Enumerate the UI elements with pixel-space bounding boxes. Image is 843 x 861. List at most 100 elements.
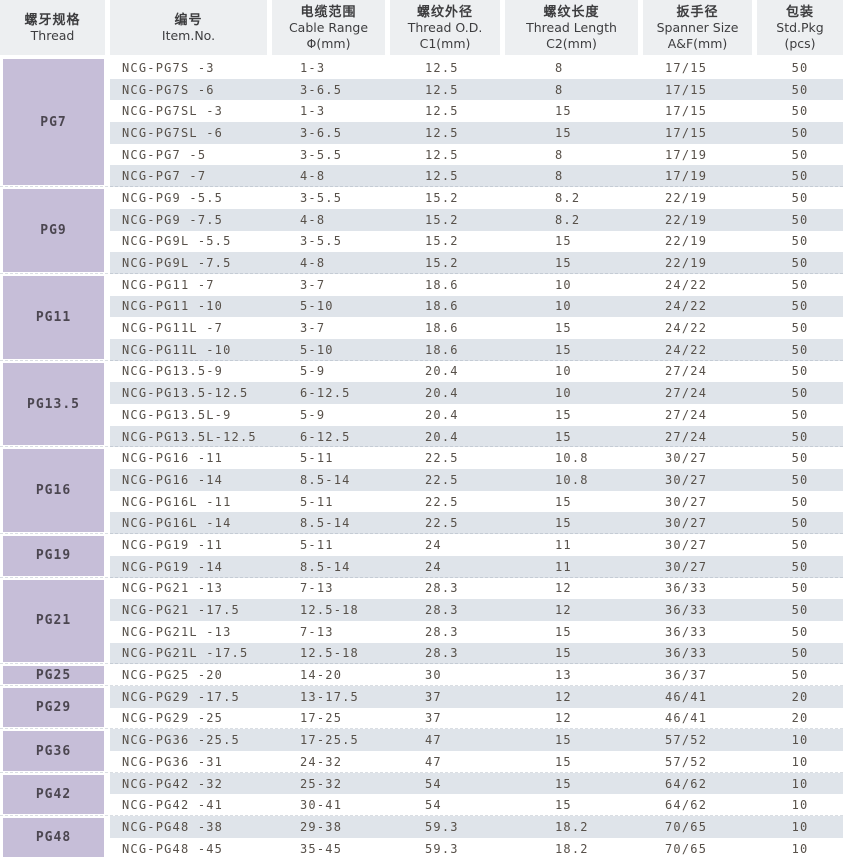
table-row: NCG-PG48 -38 29-38 59.3 18.2 70/65 10 bbox=[110, 816, 843, 838]
spanner-size-cell: 27/24 bbox=[665, 364, 708, 379]
item-no-cell: NCG-PG29 -25 bbox=[122, 711, 224, 726]
thread-column: PG36 bbox=[0, 729, 110, 772]
table-body: PG7 NCG-PG7S -3 1-3 12.5 8 17/15 50 NCG-PG7S -6… bbox=[0, 57, 843, 860]
spanner-size-cell: 17/15 bbox=[665, 104, 708, 119]
thread-od-cell: 20.4 bbox=[425, 386, 459, 401]
thread-od-cell: 18.6 bbox=[425, 277, 459, 292]
cable-range-cell: 5-10 bbox=[300, 342, 334, 357]
thread-od-cell: 24 bbox=[425, 559, 442, 574]
thread-length-cell: 12 bbox=[555, 603, 572, 618]
group-rows: NCG-PG48 -38 29-38 59.3 18.2 70/65 10 NCG-PG48… bbox=[110, 816, 843, 860]
header-thread-od-zh: 螺纹外径 bbox=[416, 4, 473, 20]
header-spanner-size: 扳手径 Spanner Size A&F(mm) bbox=[643, 0, 757, 57]
thread-od-cell: 30 bbox=[425, 668, 442, 683]
std-pkg-cell: 50 bbox=[791, 190, 809, 205]
thread-length-cell: 8 bbox=[555, 60, 564, 75]
spanner-size-cell: 70/65 bbox=[665, 841, 708, 856]
cable-range-cell: 6-12.5 bbox=[300, 429, 351, 444]
spanner-size-cell: 30/27 bbox=[665, 451, 708, 466]
header-item-no: 编号 Item.No. bbox=[110, 0, 272, 57]
header-thread-length-en: Thread Length bbox=[526, 20, 617, 36]
table-row: NCG-PG29 -25 17-25 37 12 46/41 20 bbox=[110, 707, 843, 730]
spanner-size-cell: 64/62 bbox=[665, 776, 708, 791]
std-pkg-cell: 10 bbox=[791, 733, 809, 748]
cable-range-cell: 17-25 bbox=[300, 711, 343, 726]
thread-od-cell: 22.5 bbox=[425, 494, 459, 509]
thread-column: PG25 bbox=[0, 664, 110, 686]
spanner-size-cell: 24/22 bbox=[665, 277, 708, 292]
cable-range-cell: 5-11 bbox=[300, 494, 334, 509]
thread-group: PG11 NCG-PG11 -7 3-7 18.6 10 24/22 50 NCG-PG11 … bbox=[0, 272, 843, 361]
thread-od-cell: 28.3 bbox=[425, 624, 459, 639]
table-row: NCG-PG19 -11 5-11 24 11 30/27 50 bbox=[110, 534, 843, 556]
table-row: NCG-PG21 -17.5 12.5-18 28.3 12 36/33 50 bbox=[110, 599, 843, 621]
cable-range-cell: 3-6.5 bbox=[300, 125, 343, 140]
std-pkg-cell: 50 bbox=[791, 104, 809, 119]
std-pkg-cell: 10 bbox=[791, 798, 809, 813]
item-no-cell: NCG-PG16 -14 bbox=[122, 472, 224, 487]
thread-length-cell: 10 bbox=[555, 364, 572, 379]
header-thread: 螺牙规格 Thread bbox=[0, 0, 110, 57]
header-std-pkg-en: Std.Pkg bbox=[776, 20, 824, 36]
std-pkg-cell: 10 bbox=[791, 776, 809, 791]
spanner-size-cell: 27/24 bbox=[665, 386, 708, 401]
std-pkg-cell: 20 bbox=[791, 689, 809, 704]
thread-od-cell: 12.5 bbox=[425, 147, 459, 162]
thread-od-cell: 24 bbox=[425, 537, 442, 552]
std-pkg-cell: 50 bbox=[791, 472, 809, 487]
thread-group: PG29 NCG-PG29 -17.5 13-17.5 37 12 46/41 20 NCG-… bbox=[0, 684, 843, 730]
thread-od-cell: 20.4 bbox=[425, 407, 459, 422]
thread-od-cell: 20.4 bbox=[425, 429, 459, 444]
cable-range-cell: 4-8 bbox=[300, 256, 326, 271]
thread-column: PG7 bbox=[0, 57, 110, 187]
table-row: NCG-PG11 -7 3-7 18.6 10 24/22 50 bbox=[110, 273, 843, 296]
item-no-cell: NCG-PG9L -5.5 bbox=[122, 234, 232, 249]
table-row: NCG-PG29 -17.5 13-17.5 37 12 46/41 20 bbox=[110, 685, 843, 708]
thread-column: PG21 bbox=[0, 578, 110, 665]
item-no-cell: NCG-PG13.5L-12.5 bbox=[122, 429, 257, 444]
table-row: NCG-PG13.5L-12.5 6-12.5 20.4 15 27/24 50 bbox=[110, 425, 843, 448]
std-pkg-cell: 50 bbox=[791, 212, 809, 227]
thread-group: PG7 NCG-PG7S -3 1-3 12.5 8 17/15 50 NCG-PG7S -6… bbox=[0, 57, 843, 188]
item-no-cell: NCG-PG7S -6 bbox=[122, 82, 215, 97]
cable-range-cell: 12.5-18 bbox=[300, 603, 359, 618]
thread-label: PG29 bbox=[3, 687, 104, 728]
std-pkg-cell: 50 bbox=[791, 559, 809, 574]
spanner-size-cell: 24/22 bbox=[665, 321, 708, 336]
item-no-cell: NCG-PG21L -13 bbox=[122, 624, 232, 639]
spanner-size-cell: 57/52 bbox=[665, 733, 708, 748]
table-row: NCG-PG16 -11 5-11 22.5 10.8 30/27 50 bbox=[110, 447, 843, 470]
thread-length-cell: 15 bbox=[555, 798, 572, 813]
thread-od-cell: 20.4 bbox=[425, 364, 459, 379]
table-row: NCG-PG7SL -6 3-6.5 12.5 15 17/15 50 bbox=[110, 122, 843, 144]
item-no-cell: NCG-PG48 -45 bbox=[122, 841, 224, 856]
std-pkg-cell: 50 bbox=[791, 537, 809, 552]
std-pkg-cell: 50 bbox=[791, 147, 809, 162]
thread-length-cell: 15 bbox=[555, 733, 572, 748]
thread-column: PG9 bbox=[0, 187, 110, 274]
spanner-size-cell: 36/33 bbox=[665, 624, 708, 639]
spanner-size-cell: 46/41 bbox=[665, 711, 708, 726]
thread-od-cell: 22.5 bbox=[425, 516, 459, 531]
group-rows: NCG-PG16 -11 5-11 22.5 10.8 30/27 50 NCG-PG16 … bbox=[110, 447, 843, 535]
thread-length-cell: 11 bbox=[555, 537, 572, 552]
thread-od-cell: 18.6 bbox=[425, 342, 459, 357]
thread-od-cell: 28.3 bbox=[425, 581, 459, 596]
std-pkg-cell: 50 bbox=[791, 451, 809, 466]
header-thread-length-zh: 螺纹长度 bbox=[543, 4, 600, 20]
group-rows: NCG-PG11 -7 3-7 18.6 10 24/22 50 NCG-PG11 -10 5… bbox=[110, 273, 843, 361]
cable-range-cell: 3-7 bbox=[300, 321, 326, 336]
std-pkg-cell: 50 bbox=[791, 82, 809, 97]
thread-column: PG19 bbox=[0, 534, 110, 577]
table-row: NCG-PG48 -45 35-45 59.3 18.2 70/65 10 bbox=[110, 837, 843, 860]
thread-label: PG16 bbox=[3, 449, 104, 533]
table-row: NCG-PG42 -32 25-32 54 15 64/62 10 bbox=[110, 772, 843, 795]
cable-range-cell: 3-7 bbox=[300, 277, 326, 292]
thread-od-cell: 15.2 bbox=[425, 190, 459, 205]
item-no-cell: NCG-PG21L -17.5 bbox=[122, 646, 249, 661]
item-no-cell: NCG-PG7S -3 bbox=[122, 60, 215, 75]
item-no-cell: NCG-PG9 -7.5 bbox=[122, 212, 224, 227]
spanner-size-cell: 64/62 bbox=[665, 798, 708, 813]
table-header: 螺牙规格 Thread 编号 Item.No. 电缆范围 Cable Range… bbox=[0, 0, 843, 57]
thread-od-cell: 54 bbox=[425, 776, 442, 791]
